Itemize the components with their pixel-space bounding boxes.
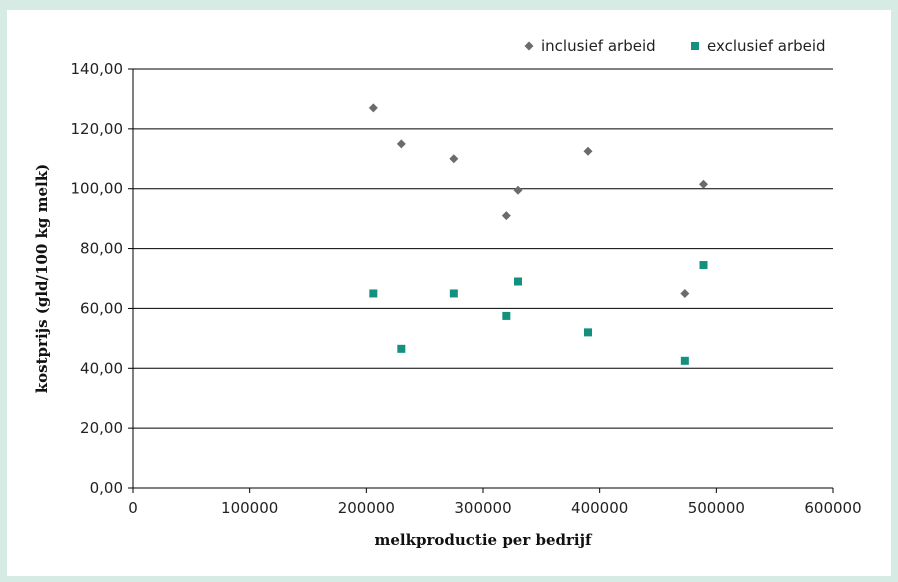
y-axis-title: kostprijs (gld/100 kg melk) <box>33 164 51 393</box>
legend-marker <box>691 42 699 50</box>
point-inclusief <box>396 139 406 149</box>
point-exclusief <box>369 289 378 298</box>
y-tick-label: 40,00 <box>80 359 123 377</box>
y-tick-label: 120,00 <box>71 120 124 138</box>
point-exclusief <box>397 344 406 353</box>
point-inclusief <box>513 185 523 195</box>
point-inclusief <box>699 179 708 189</box>
point-inclusief <box>501 211 511 221</box>
y-tick-label: 0,00 <box>90 479 123 497</box>
x-tick-label: 500000 <box>688 499 745 517</box>
y-tick-label: 60,00 <box>80 299 123 317</box>
point-exclusief <box>699 261 708 270</box>
point-inclusief <box>680 288 690 298</box>
legend-marker <box>524 41 534 51</box>
point-exclusief <box>584 328 592 337</box>
point-inclusief <box>368 103 378 113</box>
x-tick-label: 300000 <box>454 499 511 517</box>
legend-label: inclusief arbeid <box>541 37 656 55</box>
chart-frame: 0,00 20,00 40,00 60,00 80,00 100,00 120,00 140,… <box>7 10 891 576</box>
point-inclusief <box>449 154 459 164</box>
point-exclusief <box>502 311 511 320</box>
x-axis-title: melkproductie per bedrijf <box>375 531 594 549</box>
legend: inclusief arbeid exclusief arbeid <box>524 37 826 55</box>
x-tick-label: 200000 <box>338 499 395 517</box>
y-tick-label: 80,00 <box>80 240 123 258</box>
point-exclusief <box>680 356 689 365</box>
x-tick-label: 400000 <box>571 499 628 517</box>
x-tick-label: 100000 <box>221 499 278 517</box>
scatter-chart: 0,00 20,00 40,00 60,00 80,00 100,00 120,00 140,… <box>33 37 862 549</box>
data-points <box>368 103 708 365</box>
y-tick-label: 100,00 <box>71 180 124 198</box>
y-tick-label: 20,00 <box>80 419 123 437</box>
gridlines <box>133 68 833 429</box>
point-exclusief <box>514 277 522 286</box>
y-tick-label: 140,00 <box>71 60 124 78</box>
y-tick-labels: 0,00 20,00 40,00 60,00 80,00 100,00 120,00 140,… <box>71 60 124 497</box>
x-tick-labels: 0 100000 200000 300000 400000 500000 600000 <box>128 499 861 517</box>
point-inclusief <box>583 146 593 156</box>
legend-label: exclusief arbeid <box>707 37 826 55</box>
point-exclusief <box>449 289 458 298</box>
x-tick-label: 600000 <box>804 499 861 517</box>
x-tick-label: 0 <box>128 499 138 517</box>
axes <box>128 68 834 493</box>
